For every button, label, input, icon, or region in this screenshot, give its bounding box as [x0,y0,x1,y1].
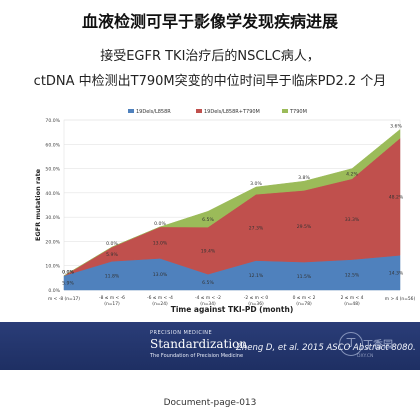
logo-tagline-top: PRECISION MEDICINE [150,330,213,336]
x-tick-label: -8 ≤ m < -6 [99,295,125,301]
page-caption: Document-page-013 [163,398,257,408]
data-label: 3.6% [390,123,402,129]
data-label: 13.0% [153,272,168,278]
y-tick-label: 50.0% [45,167,60,173]
data-label: 0.0% [62,270,74,276]
x-axis-title: Time against TKI-PD (month) [171,305,294,314]
data-label: 5.9% [106,252,118,258]
legend-label-2: T790M [289,109,307,115]
y-tick-label: 20.0% [45,239,60,245]
data-label: 29.5% [297,224,312,230]
data-label: 13.0% [153,240,168,246]
data-label: 6.5% [202,217,214,223]
data-label: 3.0% [250,181,262,187]
x-tick-label: -6 ≤ m < -4 [147,295,173,301]
y-axis-title: EGFR mutation rate [34,168,42,241]
dxy-watermark: 丁 丁香园 DXY.CN [335,330,393,366]
data-label: 48.2% [389,195,404,201]
data-label: 6.5% [202,280,214,286]
mutation-rate-chart: 0.0%10.0%20.0%30.0%40.0%50.0%60.0%70.0%5… [34,109,416,314]
y-tick-label: 70.0% [45,118,60,124]
data-label: 11.8% [105,273,120,279]
y-tick-label: 60.0% [45,142,60,148]
slide-subtitle-line1: 接受EGFR TKI治疗后的NSCLC病人， [100,49,320,64]
data-label: 19.4% [201,248,216,254]
data-label: 0.0% [62,270,74,276]
legend-swatch-1 [196,109,202,113]
legend-label-0: 19Dels/L858R [136,109,171,115]
data-label: 4.2% [346,171,358,177]
x-tick-label: m < -8 (n=17) [48,296,80,302]
data-label: 14.3% [389,270,404,276]
data-label: 3.8% [298,175,310,181]
standardization-logo: Standardization [150,337,248,351]
y-tick-label: 0.0% [48,288,60,294]
y-tick-label: 10.0% [45,264,60,270]
data-label: 5.9% [62,281,74,287]
x-tick-label: 2 ≤ m < 4 [341,295,364,301]
legend-swatch-0 [128,109,134,113]
data-label: 0.0% [154,221,166,227]
logo-tagline-bottom: The Foundation of Precision Medicine [150,353,244,359]
slide-subtitle-line2: ctDNA 中检测出T790M突变的中位时间早于临床PD2.2 个月 [33,74,387,89]
x-tick-label: m > 4 (n=56) [385,296,416,302]
dxy-watermark-sub: DXY.CN [357,354,374,359]
x-tick-label-n: (n=34) [200,301,216,307]
x-tick-label-n: (n=24) [152,301,168,307]
data-label: 27.3% [249,225,264,231]
slide-title: 血液检测可早于影像学发现疾病进展 [81,12,338,31]
y-tick-label: 30.0% [45,215,60,221]
dxy-watermark-text: 丁香园 [363,340,393,351]
dxy-logo-icon: 丁 [339,332,363,356]
x-tick-label: -2 ≤ m < 0 [244,295,269,301]
x-tick-label-n: (n=36) [248,301,264,307]
data-label: 33.3% [345,217,360,223]
x-tick-label: -4 ≤ m < -2 [195,295,221,301]
data-label: 12.5% [345,273,360,279]
y-tick-label: 40.0% [45,191,60,197]
legend-swatch-2 [282,109,288,113]
legend-label-1: 19Dels/L858R+T790M [204,109,260,115]
x-tick-label-n: (n=17) [104,301,120,307]
data-label: 12.1% [249,273,264,279]
x-tick-label-n: (n=78) [296,301,312,307]
series-area-2 [63,128,401,276]
x-tick-label-n: (n=48) [344,301,360,307]
data-label: 0.0% [106,241,118,247]
citation-text: Zheng D, et al. 2015 ASCO Abstract 8080. [236,343,416,353]
x-tick-label: 0 ≤ m < 2 [293,295,316,301]
data-label: 11.5% [297,274,312,280]
